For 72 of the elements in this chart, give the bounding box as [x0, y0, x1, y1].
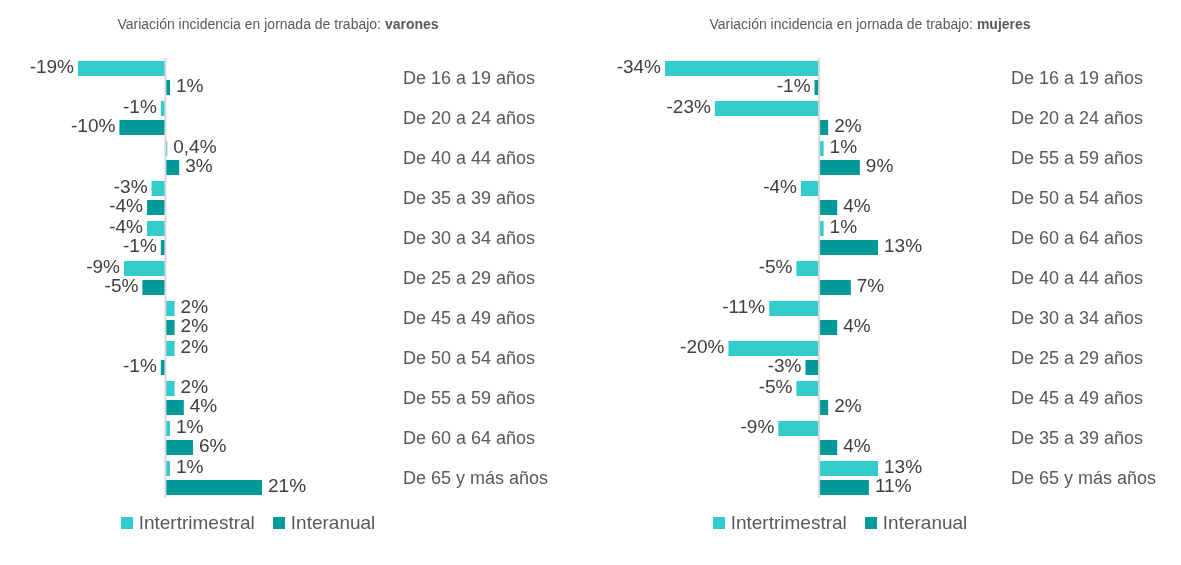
- data-label: 2%: [180, 314, 209, 336]
- data-label: -34%: [616, 55, 662, 77]
- y-tick-label: De 16 a 19 años: [403, 68, 536, 88]
- y-tick-label: De 25 a 29 años: [403, 268, 536, 288]
- data-label: -4%: [109, 194, 144, 216]
- y-tick-label: De 25 a 29 años: [1011, 348, 1144, 368]
- y-tick-label: De 40 a 44 años: [403, 148, 536, 168]
- y-tick-label: De 55 a 59 años: [403, 388, 536, 408]
- y-tick-label: De 30 a 34 años: [403, 228, 536, 248]
- data-label: -1%: [123, 95, 157, 117]
- y-tick-label: De 45 a 49 años: [403, 308, 536, 328]
- data-label: 2%: [834, 114, 862, 136]
- y-tick-label: De 20 a 24 años: [403, 108, 536, 128]
- legend-label: Interanual: [290, 512, 376, 534]
- chart-title: Variación incidencia en jornada de trabajo: mujeres: [708, 15, 1032, 34]
- data-label: 9%: [865, 154, 894, 176]
- data-label: -5%: [758, 255, 793, 277]
- y-tick-label: De 50 a 54 años: [1011, 188, 1144, 208]
- data-label: 2%: [180, 375, 209, 397]
- data-label: -4%: [763, 175, 798, 197]
- y-tick-label: De 60 a 64 años: [1011, 228, 1144, 248]
- data-label: 4%: [843, 194, 871, 216]
- data-label: -9%: [740, 415, 775, 437]
- data-label: -4%: [109, 215, 144, 237]
- y-tick-label: De 45 a 49 años: [1011, 388, 1144, 408]
- data-label: 3%: [185, 154, 213, 176]
- y-tick-label: De 35 a 39 años: [403, 188, 536, 208]
- data-label: -11%: [722, 295, 766, 317]
- data-label: -1%: [123, 234, 157, 256]
- data-label: 1%: [176, 74, 204, 96]
- y-tick-label: De 65 y más años: [403, 468, 549, 488]
- y-tick-label: De 50 a 54 años: [403, 348, 536, 368]
- y-tick-label: De 30 a 34 años: [1011, 308, 1144, 328]
- data-label: -5%: [104, 274, 139, 296]
- legend-label: Intertrimestral: [730, 512, 847, 534]
- data-label: 1%: [829, 215, 858, 237]
- data-label: 4%: [843, 434, 871, 456]
- data-label: 0,4%: [173, 135, 217, 157]
- data-label: 7%: [856, 274, 885, 296]
- data-label: -1%: [776, 74, 811, 96]
- y-tick-label: De 35 a 39 años: [1011, 428, 1144, 448]
- data-label: 1%: [176, 455, 204, 477]
- data-label: -9%: [86, 255, 121, 277]
- data-label: 2%: [180, 335, 209, 357]
- chart-title: Variación incidencia en jornada de trabajo: varones: [116, 15, 440, 34]
- data-label: 4%: [189, 394, 218, 416]
- y-tick-label: De 20 a 24 años: [1011, 108, 1144, 128]
- y-tick-label: De 60 a 64 años: [403, 428, 536, 448]
- y-tick-label: De 16 a 19 años: [1011, 68, 1144, 88]
- y-tick-label: De 65 y más años: [1011, 468, 1157, 488]
- data-label: -19%: [29, 55, 75, 77]
- data-label: 6%: [199, 434, 227, 456]
- data-label: 21%: [268, 474, 307, 496]
- data-label: 1%: [176, 415, 204, 437]
- data-label: -10%: [71, 114, 116, 136]
- y-tick-label: De 40 a 44 años: [1011, 268, 1144, 288]
- data-label: 2%: [834, 394, 862, 416]
- data-label: 2%: [180, 295, 209, 317]
- y-tick-label: De 55 a 59 años: [1011, 148, 1144, 168]
- data-label: 1%: [829, 135, 858, 157]
- data-label: -3%: [767, 354, 802, 376]
- data-label: -23%: [666, 95, 711, 117]
- data-label: 13%: [884, 455, 923, 477]
- legend-label: Interanual: [882, 512, 968, 534]
- data-label: 4%: [843, 314, 871, 336]
- data-label: 11%: [874, 474, 912, 496]
- data-label: 13%: [884, 234, 923, 256]
- legend-label: Intertrimestral: [138, 512, 255, 534]
- data-label: -3%: [113, 175, 148, 197]
- data-label: -5%: [758, 375, 793, 397]
- data-label: -1%: [123, 354, 157, 376]
- data-label: -20%: [680, 335, 725, 357]
